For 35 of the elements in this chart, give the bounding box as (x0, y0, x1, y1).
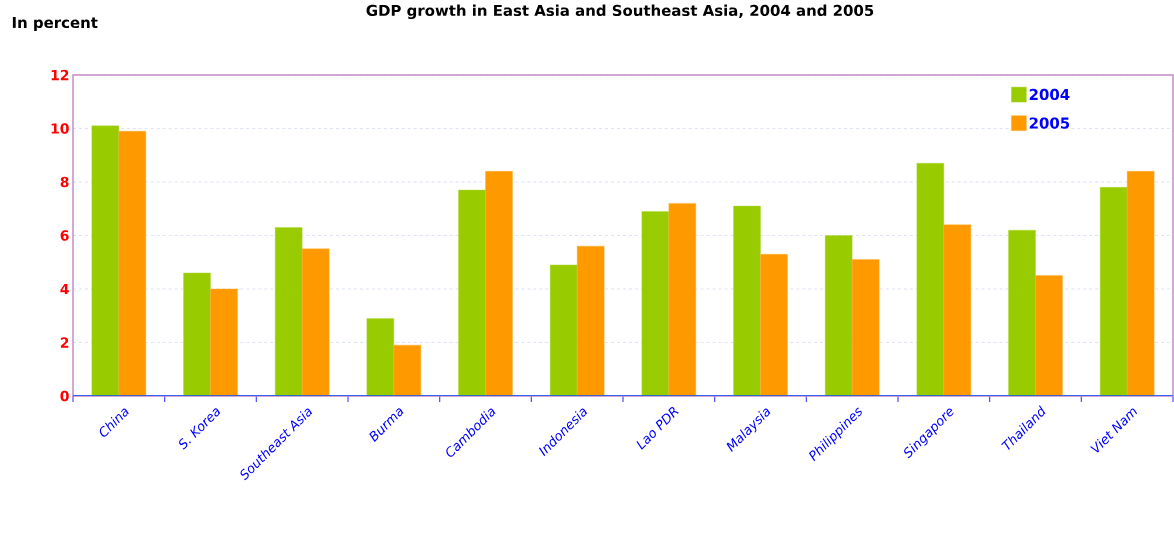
y-tick-label: 10 (51, 123, 69, 134)
legend-label: 2005 (1029, 117, 1070, 129)
bar (118, 130, 147, 396)
bar (916, 163, 945, 396)
bar (733, 205, 761, 396)
bar (366, 318, 395, 396)
bar (210, 288, 238, 396)
y-tick-label: 0 (60, 390, 69, 402)
y-tick-label: 4 (60, 283, 69, 295)
bar (1008, 229, 1036, 396)
chart-title: GDP growth in East Asia and Southeast Asia, 2004 and 2005 (366, 4, 874, 20)
bar (1126, 171, 1155, 396)
bar (549, 264, 578, 396)
y-tick-label: 6 (60, 230, 69, 241)
bar (183, 272, 211, 396)
bar (943, 224, 972, 396)
bar (274, 227, 303, 396)
y-axis-title: In percent (12, 17, 98, 31)
bar (485, 171, 513, 396)
bar (393, 344, 422, 396)
bar (458, 189, 486, 396)
y-tick-label: 8 (60, 176, 69, 188)
bar (641, 211, 670, 396)
y-tick-label: 12 (51, 69, 69, 81)
legend-label: 2004 (1029, 88, 1070, 101)
bar (1099, 187, 1128, 396)
bar (91, 125, 120, 396)
bar (576, 246, 605, 396)
bar (301, 248, 330, 396)
bar (760, 254, 788, 396)
bar (824, 235, 853, 396)
y-tick-label: 2 (60, 337, 69, 348)
bar (668, 203, 697, 396)
bar (851, 259, 880, 396)
bar (1035, 275, 1063, 396)
